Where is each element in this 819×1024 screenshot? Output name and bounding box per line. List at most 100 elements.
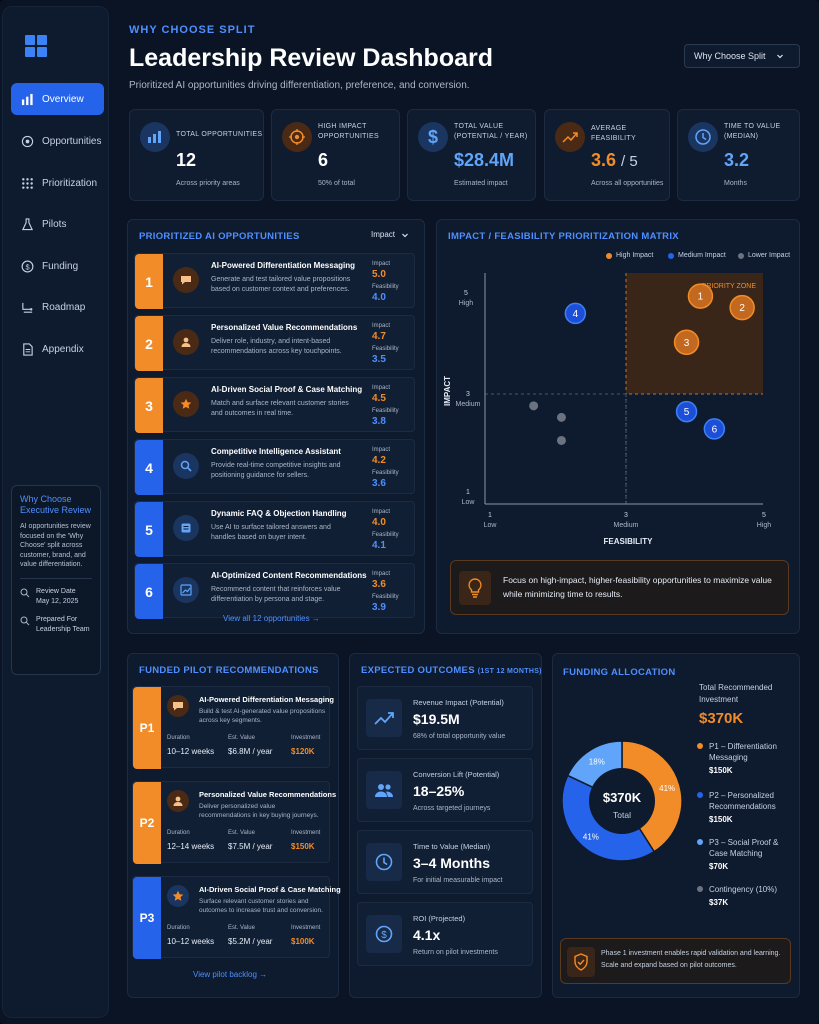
matrix-point-4[interactable] [564, 302, 587, 325]
x-tick-value: 5 [762, 512, 766, 519]
feasibility-value: 4.1 [372, 540, 386, 551]
opportunity-name: AI-Optimized Content Recommendations [211, 571, 367, 580]
dollar-icon: $ [418, 122, 448, 152]
opportunity-card[interactable]: 1 AI-Powered Differentiation Messaging Gen… [134, 253, 415, 309]
matrix-point-6[interactable] [703, 418, 726, 440]
funding-title: FUNDING ALLOCATION [563, 667, 676, 678]
chart-icon [173, 577, 199, 603]
pilot-description: Build & test AI-generated value proposit… [199, 708, 326, 724]
sidebar-item-opportunities[interactable]: Opportunities [11, 125, 104, 157]
sidebar-item-overview[interactable]: Overview [11, 83, 104, 115]
funding-legend-label: P1 – Differentiation Messaging [709, 742, 777, 762]
feasibility-value: 3.5 [372, 354, 386, 365]
svg-text:$: $ [25, 262, 29, 271]
matrix-insight-text: Focus on high-impact, higher-feasibility… [503, 575, 772, 599]
matrix-point-2[interactable] [729, 294, 755, 321]
funding-note-text: Phase 1 investment enables rapid validat… [601, 950, 781, 969]
bar-chart-icon [21, 93, 33, 105]
legend-lower-impact: Lower Impact [738, 252, 790, 259]
view-all-opportunities-link[interactable]: View all 12 opportunities → [223, 614, 320, 623]
sidebar-item-funding[interactable]: $ Funding [11, 250, 104, 282]
roadmap-icon [22, 302, 33, 313]
est-value-label: Est. Value [228, 830, 255, 836]
opportunity-rank: 4 [135, 440, 163, 495]
opportunity-card[interactable]: 4 Competitive Intelligence Assistant Provi… [134, 439, 415, 495]
duration-value: 12–14 weeks [167, 842, 215, 851]
outcome-label: Revenue Impact (Potential) [413, 698, 504, 707]
star-icon [167, 885, 189, 907]
chat-icon [167, 695, 189, 717]
legend-high-impact: High Impact [606, 252, 653, 259]
funding-legend-item: Contingency (10%) $37K [697, 884, 799, 908]
impact-value: 4.0 [372, 517, 386, 528]
x-tick-value: 1 [488, 512, 492, 519]
pilot-card[interactable]: P3 AI-Driven Social Proof & Case Matching… [132, 876, 341, 959]
view-pilot-backlog-link[interactable]: View pilot backlog → [193, 970, 268, 979]
duration-label: Duration [167, 830, 190, 836]
funding-legend-item: P1 – Differentiation Messaging $150K [697, 741, 799, 776]
outcome-subtext: Return on pilot investments [413, 949, 498, 956]
kpi-subtext: Across all opportunities [591, 180, 664, 187]
matrix-point-low-8[interactable] [556, 435, 566, 445]
feasibility-value: 4.0 [372, 292, 386, 303]
kpi-label: TOTAL OPPORTUNITIES [176, 131, 263, 138]
star-icon [173, 391, 199, 417]
pilot-name: AI-Driven Social Proof & Case Matching [199, 885, 341, 894]
opportunity-card[interactable]: 6 AI-Optimized Content Recommendations Rec… [134, 563, 415, 619]
feasibility-label: Feasibility [372, 346, 399, 352]
sidebar-item-roadmap[interactable]: Roadmap [11, 291, 104, 323]
pilot-id: P3 [133, 877, 161, 959]
matrix-point-1[interactable] [687, 283, 714, 309]
grid-icon [22, 177, 33, 189]
pilot-card[interactable]: P1 AI-Powered Differentiation Messaging Bu… [132, 686, 334, 769]
app-logo-icon[interactable] [25, 35, 49, 59]
dollar-icon: $ [366, 915, 402, 953]
opportunity-card[interactable]: 3 AI-Driven Social Proof & Case Matching M… [134, 377, 415, 433]
feasibility-label: Feasibility [372, 470, 399, 476]
kpi-value: $28.4M [454, 150, 515, 170]
duration-label: Duration [167, 735, 190, 741]
y-tick-value: 1 [466, 489, 470, 496]
view-selector[interactable]: Why Choose Split [684, 44, 800, 68]
investment-label: Investment [291, 735, 321, 741]
donut-slice-label: 41% [659, 784, 675, 793]
opportunity-description: Use AI to surface tailored answers and h… [211, 524, 331, 541]
investment-value: $120K [291, 747, 315, 756]
opportunity-rank: 3 [135, 378, 163, 433]
impact-value: 3.6 [372, 579, 386, 590]
matrix-point-low-6[interactable] [529, 401, 539, 411]
matrix-point-5[interactable] [675, 400, 698, 423]
opportunity-card[interactable]: 2 Personalized Value Recommendations Deliv… [134, 315, 415, 371]
view-selector-value: Why Choose Split [694, 51, 766, 61]
sidebar-item-pilots[interactable]: Pilots [11, 208, 104, 240]
prioritization-matrix: PRIORITY ZONE 5 High 3 Medium 1 Low 1 Lo… [443, 273, 771, 546]
sidebar-item-prioritization[interactable]: Prioritization [11, 167, 104, 199]
impact-label: Impact [372, 571, 391, 577]
impact-label: Impact [372, 385, 391, 391]
est-value: $7.5M / year [228, 842, 273, 851]
est-value-label: Est. Value [228, 925, 255, 931]
sort-dropdown[interactable]: Impact [371, 230, 409, 239]
funding-note-box: Phase 1 investment enables rapid validat… [560, 938, 791, 984]
pilot-description: Surface relevant customer stories and ou… [199, 898, 323, 914]
matrix-title: IMPACT / FEASIBILITY PRIORITIZATION MATR… [448, 231, 679, 242]
funding-total-value: $370K [699, 710, 744, 727]
opportunity-card[interactable]: 5 Dynamic FAQ & Objection Handling Use AI … [134, 501, 415, 557]
pilot-id: P2 [133, 782, 161, 864]
matrix-point-low-7[interactable] [556, 412, 566, 422]
sidebar-item-appendix[interactable]: Appendix [11, 333, 104, 365]
matrix-point-3[interactable] [673, 329, 700, 356]
search-icon [20, 616, 30, 625]
donut-hole [589, 768, 655, 834]
kpi-value: 3.2 [724, 150, 750, 170]
outcome-card: $ ROI (Projected) 4.1x Return on pilot inve… [357, 902, 533, 966]
funding-legend-item: P3 – Social Proof & Case Matching $70K [697, 837, 799, 872]
pilot-card[interactable]: P2 Personalized Value Recommendations Deli… [132, 781, 336, 864]
outcome-label: Time to Value (Median) [413, 842, 491, 851]
investment-label: Investment [291, 830, 321, 836]
kpi-value-suffix: / 5 [621, 153, 638, 170]
prepared-for-label: Prepared For [36, 615, 78, 623]
opportunity-description: Provide real-time competitive insights a… [211, 462, 341, 479]
bar-chart-icon [140, 122, 170, 152]
kpi-value: 3.6 [591, 150, 617, 170]
